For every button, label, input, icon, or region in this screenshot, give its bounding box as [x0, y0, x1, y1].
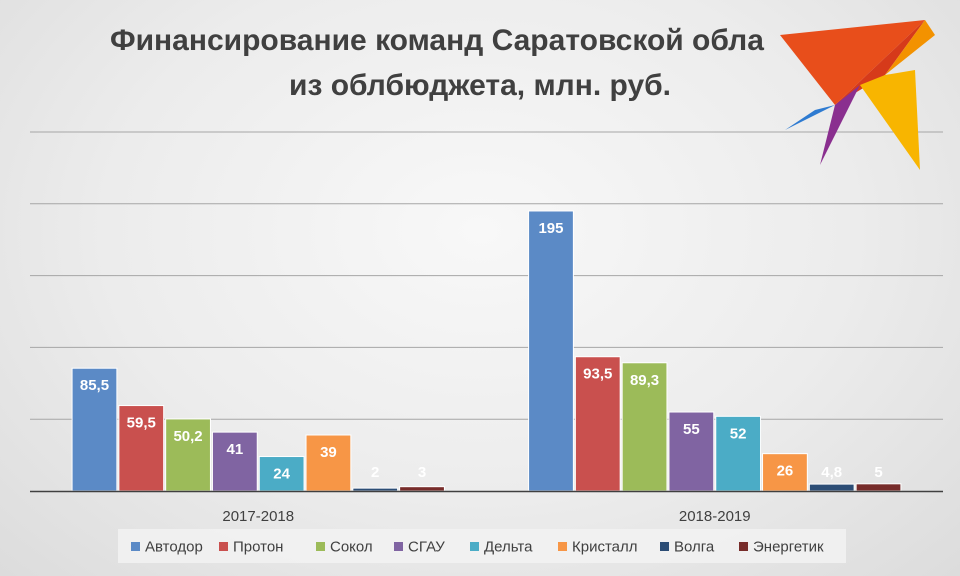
bar [211, 431, 258, 492]
bar [352, 487, 399, 492]
data-label: 5 [874, 464, 882, 481]
legend-label: Волга [674, 539, 715, 556]
data-label: 195 [538, 220, 563, 237]
legend-label: Энергетик [753, 539, 824, 556]
bar [621, 362, 668, 492]
bar [715, 415, 762, 492]
legend-swatch [316, 542, 325, 551]
bar [855, 483, 902, 492]
legend-item: Волга [660, 539, 715, 556]
legend-item: СГАУ [394, 539, 445, 556]
data-label: 26 [777, 463, 794, 480]
chart-title: Финансирование команд Саратовской обла и… [110, 24, 764, 102]
legend-label: Протон [233, 539, 283, 556]
data-label: 93,5 [583, 366, 612, 383]
data-label: 3 [418, 464, 426, 481]
legend-item: Протон [219, 539, 283, 556]
bar [399, 486, 445, 492]
category-label: 2017-2018 [222, 508, 294, 525]
bar [305, 434, 352, 492]
chart-title-line-2: из облбюджета, млн. руб. [289, 69, 671, 102]
chart-title-line-1: Финансирование команд Саратовской обла [110, 24, 764, 57]
gridlines [30, 131, 943, 420]
data-label: 85,5 [80, 377, 109, 394]
data-label: 2 [371, 464, 379, 481]
legend-swatch [219, 542, 228, 551]
data-label: 89,3 [630, 372, 659, 389]
legend-item: Автодор [131, 539, 203, 556]
legend-label: Автодор [145, 539, 203, 556]
legend-item: Сокол [316, 539, 373, 556]
bar [528, 210, 574, 492]
data-labels: 85,5 59,5 50,2 41 24 39 2 3 195 93,5 89,3 55 52 26 4,8… [80, 220, 883, 483]
data-label: 55 [683, 421, 700, 438]
category-labels: 2017-2018 2018-2019 [222, 508, 750, 525]
bar [71, 367, 118, 492]
brand-logo-icon [780, 20, 935, 170]
data-label: 50,2 [173, 428, 202, 445]
data-label: 52 [730, 425, 747, 442]
legend-swatch [558, 542, 567, 551]
data-label: 4,8 [821, 464, 842, 481]
legend-background [118, 529, 846, 563]
data-label: 59,5 [127, 415, 156, 432]
legend-swatch [131, 542, 140, 551]
legend-swatch [394, 542, 403, 551]
legend-item: Дельта [470, 539, 533, 556]
bar [668, 411, 715, 492]
legend-item: Энергетик [739, 539, 824, 556]
category-label: 2018-2019 [679, 508, 751, 525]
legend-label: СГАУ [408, 539, 445, 556]
legend: Автодор Протон Сокол СГАУ Дельта Кристалл Волг… [118, 529, 846, 563]
bar [165, 418, 211, 492]
legend-label: Кристалл [572, 539, 638, 556]
bar [808, 483, 855, 492]
bar [258, 456, 305, 492]
bar [762, 453, 808, 492]
legend-item: Кристалл [558, 539, 638, 556]
data-label: 24 [273, 466, 290, 483]
legend-label: Дельта [484, 539, 533, 556]
legend-swatch [470, 542, 479, 551]
bars [71, 210, 902, 492]
legend-label: Сокол [330, 539, 373, 556]
bar [574, 356, 621, 492]
data-label: 39 [320, 444, 337, 461]
data-label: 41 [227, 441, 244, 458]
legend-swatch [660, 542, 669, 551]
legend-swatch [739, 542, 748, 551]
